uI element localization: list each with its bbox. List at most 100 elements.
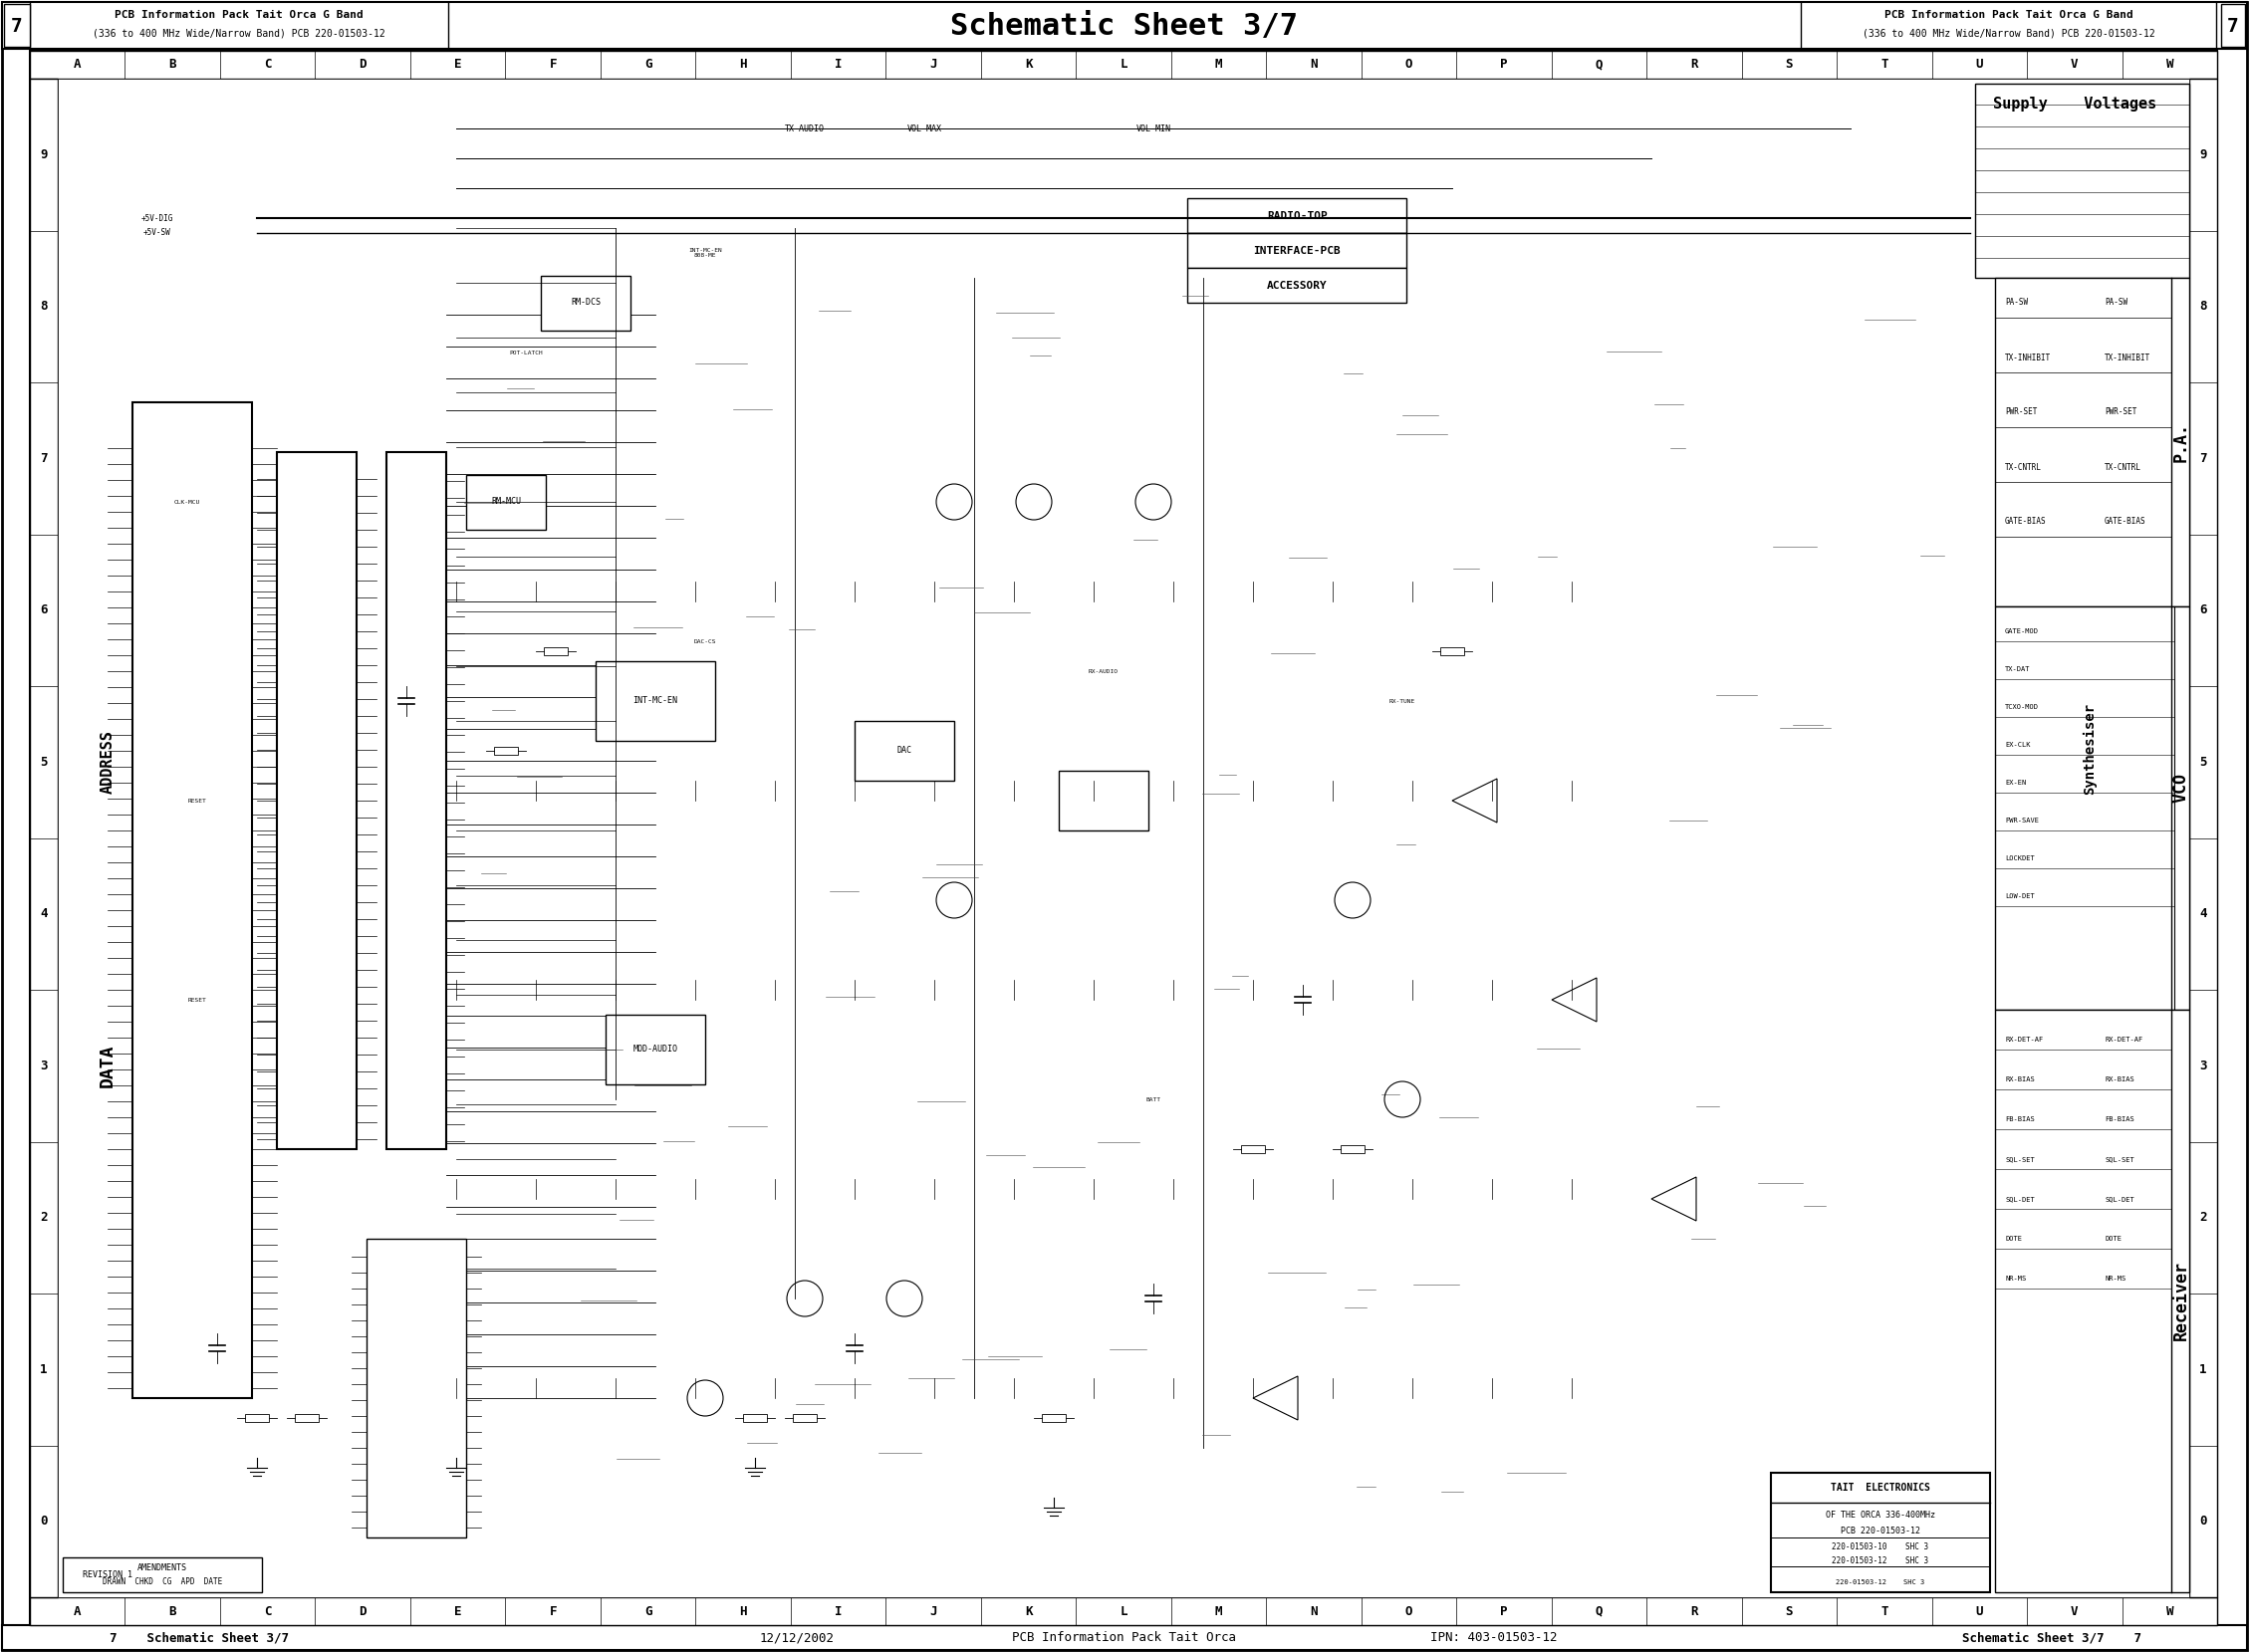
Text: DRAWN  CHKD  CG  APD  DATE: DRAWN CHKD CG APD DATE (103, 1578, 223, 1586)
Bar (1187, 233, 1406, 268)
Text: 5: 5 (40, 755, 47, 768)
Text: TX-INHIBIT: TX-INHIBIT (2004, 354, 2051, 362)
Bar (1995, 1009, 2188, 1593)
Text: D: D (360, 1604, 367, 1617)
Text: ADDRESS: ADDRESS (101, 730, 115, 795)
Text: U: U (1975, 1604, 1984, 1617)
Text: DAC: DAC (897, 747, 911, 755)
Text: G: G (643, 58, 652, 71)
Bar (1241, 1145, 1264, 1153)
Text: RESET: RESET (189, 798, 207, 803)
Text: RM-MCU: RM-MCU (490, 497, 522, 507)
Text: B: B (169, 58, 175, 71)
Text: RX-DET-AF: RX-DET-AF (2105, 1036, 2143, 1042)
Text: VOL-MIN: VOL-MIN (1136, 124, 1172, 132)
Text: REVISION 1: REVISION 1 (83, 1571, 133, 1579)
Text: EX-CLK: EX-CLK (2004, 742, 2031, 748)
Text: Receiver: Receiver (2173, 1260, 2191, 1341)
Text: H: H (740, 1604, 747, 1617)
Text: 7: 7 (2200, 453, 2206, 464)
Text: FB-BIAS: FB-BIAS (2004, 1117, 2035, 1122)
Bar (295, 1414, 319, 1422)
Text: LOCKDET: LOCKDET (2004, 856, 2035, 861)
Text: OF THE ORCA 336-400MHz: OF THE ORCA 336-400MHz (1826, 1512, 1934, 1520)
Bar (387, 453, 445, 1150)
Text: 220-01503-10    SHC 3: 220-01503-10 SHC 3 (1833, 1543, 1930, 1551)
Text: S: S (1786, 58, 1792, 71)
Text: 0: 0 (2200, 1515, 2206, 1528)
Text: Synthesiser: Synthesiser (2083, 702, 2096, 795)
Text: RADIO-TOP: RADIO-TOP (1266, 211, 1327, 221)
Text: 6: 6 (2200, 603, 2206, 616)
Text: NR-MS: NR-MS (2105, 1275, 2125, 1282)
Bar (544, 648, 567, 656)
Bar (1975, 84, 2188, 278)
Text: K: K (1026, 1604, 1032, 1617)
Text: 3: 3 (2200, 1059, 2206, 1072)
Text: B: B (169, 1604, 175, 1617)
Text: K: K (1026, 58, 1032, 71)
Bar (29, 51, 2218, 79)
Text: POT-LATCH: POT-LATCH (508, 350, 542, 355)
Text: DOTE: DOTE (2105, 1236, 2121, 1242)
Text: FB-BIAS: FB-BIAS (2105, 1117, 2134, 1122)
Text: PCB Information Pack Tait Orca: PCB Information Pack Tait Orca (1012, 1632, 1237, 1644)
Text: 5: 5 (2200, 755, 2206, 768)
Bar (1439, 648, 1464, 656)
Text: Schematic Sheet 3/7: Schematic Sheet 3/7 (951, 12, 1298, 40)
Text: 7: 7 (2227, 17, 2240, 35)
Text: PWR-SET: PWR-SET (2004, 408, 2038, 416)
Text: 12/12/2002: 12/12/2002 (760, 1632, 834, 1644)
Text: S: S (1786, 1604, 1792, 1617)
Bar (466, 474, 547, 529)
Text: PCB 220-01503-12: PCB 220-01503-12 (1840, 1526, 1921, 1535)
Text: 220-01503-12    SHC 3: 220-01503-12 SHC 3 (1833, 1556, 1930, 1564)
Text: RX-DET-AF: RX-DET-AF (2004, 1036, 2042, 1042)
Bar (794, 1414, 816, 1422)
Text: INTERFACE-PCB: INTERFACE-PCB (1253, 246, 1340, 256)
Text: J: J (929, 58, 938, 71)
Bar (855, 720, 954, 781)
Text: GATE-BIAS: GATE-BIAS (2105, 517, 2146, 527)
Bar (2222, 3, 2245, 46)
Text: INT-MC-EN
808-ME: INT-MC-EN 808-ME (688, 248, 722, 258)
Text: 9: 9 (2200, 149, 2206, 160)
Text: SQL-DET: SQL-DET (2105, 1196, 2134, 1203)
Text: I: I (834, 1604, 841, 1617)
Text: L: L (1120, 58, 1127, 71)
Text: 7    Schematic Sheet 3/7: 7 Schematic Sheet 3/7 (110, 1632, 288, 1644)
Bar (367, 1239, 466, 1538)
Text: SQL-SET: SQL-SET (2004, 1156, 2035, 1161)
Text: CLK-MCU: CLK-MCU (173, 499, 200, 504)
Text: T: T (1880, 1604, 1887, 1617)
Text: R: R (1691, 58, 1698, 71)
Bar (1995, 606, 2188, 1009)
Text: INT-MC-EN: INT-MC-EN (632, 697, 677, 705)
Text: RX-BIAS: RX-BIAS (2004, 1077, 2035, 1082)
Text: RESET: RESET (189, 998, 207, 1003)
Text: 7: 7 (11, 17, 22, 35)
Text: RX-BIAS: RX-BIAS (2105, 1077, 2134, 1082)
Bar (29, 1597, 2218, 1626)
Text: Q: Q (1595, 1604, 1604, 1617)
Bar (2188, 79, 2218, 1597)
Text: F: F (549, 58, 558, 71)
Text: TX-CNTRL: TX-CNTRL (2004, 463, 2042, 471)
Text: E: E (454, 58, 461, 71)
Text: G: G (643, 1604, 652, 1617)
Text: A: A (74, 58, 81, 71)
Text: D: D (360, 58, 367, 71)
Bar (63, 1558, 261, 1593)
Text: TCXO-MOD: TCXO-MOD (2004, 704, 2040, 710)
Text: DAC-CS: DAC-CS (695, 639, 717, 644)
Text: 4: 4 (2200, 907, 2206, 920)
Bar (2, 1626, 2247, 1650)
Text: P: P (1500, 1604, 1507, 1617)
Text: 2: 2 (2200, 1211, 2206, 1224)
Text: E: E (454, 1604, 461, 1617)
Text: T: T (1880, 58, 1887, 71)
Text: +5V-DIG: +5V-DIG (142, 213, 173, 223)
Text: N: N (1309, 1604, 1318, 1617)
Text: 0: 0 (40, 1515, 47, 1528)
Text: ACCESSORY: ACCESSORY (1266, 281, 1327, 291)
